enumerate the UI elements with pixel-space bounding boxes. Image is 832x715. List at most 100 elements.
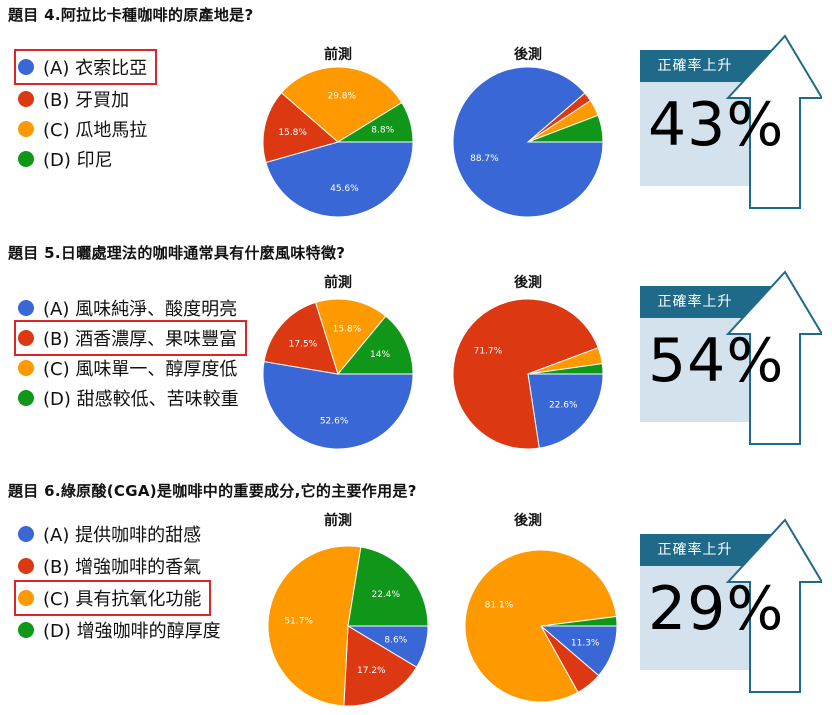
option-a: (A) 風味純淨、酸度明亮 [18,294,237,322]
slice-label: 51.7% [284,617,313,627]
increase-card: 正確率上升 43% [640,28,822,209]
blue-dot-icon [18,59,34,75]
slice-b [262,92,340,164]
slice-b [343,625,418,707]
increase-card: 正確率上升 54% [640,264,822,445]
slice-a [262,360,414,450]
pretest-label: 前測 [324,47,352,63]
pretest-label: 前測 [324,275,352,291]
question-block-6: 題目 6.綠原酸(CGA)是咖啡中的重要成分,它的主要作用是? (A) 提供咖啡… [0,476,832,712]
orange-dot-icon [18,590,34,606]
green-dot-icon [18,151,34,167]
pretest-label: 前測 [324,513,352,529]
slice-c [267,545,362,707]
option-label: (B) 酒香濃厚、果味豐富 [43,329,238,350]
question-title: 題目 5.日曬處理法的咖啡通常具有什麼風味特徵? [8,244,346,262]
increase-card: 正確率上升 29% [640,512,822,693]
option-d: (D) 印尼 [18,145,113,173]
orange-dot-icon [18,121,34,137]
option-label: (C) 具有抗氧化功能 [43,589,202,610]
option-b: (B) 酒香濃厚、果味豐富 [13,320,248,356]
up-arrow-icon [725,270,822,445]
option-d: (D) 增強咖啡的醇厚度 [18,616,221,644]
green-dot-icon [18,390,34,406]
card-band-label: 正確率上升 [657,58,733,74]
red-dot-icon [18,558,34,574]
slice-label: 22.6% [549,400,578,410]
option-label: (B) 增強咖啡的香氣 [43,557,202,578]
slice-b [263,301,339,375]
option-label: (C) 風味單一、醇厚度低 [43,359,238,380]
option-label: (D) 印尼 [43,150,113,171]
slice-label: 15.8% [278,128,307,138]
up-arrow-icon [725,518,822,693]
option-a: (A) 衣索比亞 [13,49,158,85]
slice-c [464,549,617,703]
option-label: (A) 風味純淨、酸度明亮 [43,299,238,320]
question-title: 題目 4.阿拉比卡種咖啡的原產地是? [8,6,254,24]
slice-label: 29.8% [327,92,356,102]
option-d: (D) 甜感較低、苦味較重 [18,384,239,412]
slice-label: 15.8% [333,324,362,334]
posttest-label: 後測 [514,275,542,291]
slice-label: 11.3% [571,638,600,648]
card-band-label: 正確率上升 [657,542,733,558]
slice-d [527,363,604,375]
slice-label: 17.2% [357,666,386,676]
slice-label: 8.6% [384,635,407,645]
slice-d [347,546,429,627]
posttest-label: 後測 [514,47,542,63]
slice-label: 88.7% [470,154,499,164]
slice-d [336,101,414,143]
slice-label: 14% [370,350,390,360]
option-label: (D) 甜感較低、苦味較重 [43,389,239,410]
increase-percentage: 54% [648,326,785,396]
slice-label: 22.4% [371,590,400,600]
up-arrow-icon [725,34,822,209]
pretest-pie-chart: 8.6% 17.2% 51.7% 22.4% [267,545,429,707]
red-dot-icon [18,330,34,346]
question-title: 題目 6.綠原酸(CGA)是咖啡中的重要成分,它的主要作用是? [8,482,417,500]
orange-dot-icon [18,360,34,376]
slice-label: 71.7% [474,346,503,356]
option-b: (B) 增強咖啡的香氣 [18,552,201,580]
option-c: (C) 風味單一、醇厚度低 [18,354,237,382]
increase-percentage: 43% [648,90,785,160]
slice-label: 8.8% [371,125,394,135]
posttest-pie-chart: 22.6% 71.7% [452,298,604,450]
slice-c [314,298,387,376]
slice-c [280,66,403,143]
slice-d [540,615,618,627]
option-b: (B) 牙買加 [18,85,129,113]
option-c: (C) 瓜地馬拉 [18,115,147,143]
question-block-5: 題目 5.日曬處理法的咖啡通常具有什麼風味特徵? (A) 風味純淨、酸度明亮 (… [0,238,832,474]
slice-label: 45.6% [330,184,359,194]
slice-a [265,141,414,218]
posttest-pie-chart: 88.7% [452,66,604,218]
option-c: (C) 具有抗氧化功能 [13,580,212,616]
slice-a [527,373,604,449]
pretest-pie-chart: 45.6% 15.8% 29.8% 8.8% [262,66,414,218]
option-a: (A) 提供咖啡的甜感 [18,520,201,548]
slice-b [452,298,599,450]
question-block-4: 題目 4.阿拉比卡種咖啡的原產地是? (A) 衣索比亞 (B) 牙買加 (C) … [0,0,832,236]
slice-label: 81.1% [485,601,514,611]
green-dot-icon [18,622,34,638]
blue-dot-icon [18,526,34,542]
option-label: (A) 提供咖啡的甜感 [43,525,202,546]
option-label: (A) 衣索比亞 [43,58,148,79]
slice-label: 17.5% [289,339,318,349]
red-dot-icon [18,91,34,107]
option-label: (D) 增強咖啡的醇厚度 [43,621,221,642]
card-band-label: 正確率上升 [657,294,733,310]
posttest-label: 後測 [514,513,542,529]
pretest-pie-chart: 52.6% 17.5% 15.8% 14% [262,298,414,450]
option-label: (C) 瓜地馬拉 [43,120,148,141]
option-label: (B) 牙買加 [43,90,130,111]
slice-d [336,315,414,375]
slice-d [527,114,604,143]
posttest-pie-chart: 11.3% 81.1% [464,549,618,703]
increase-percentage: 29% [648,574,785,644]
blue-dot-icon [18,300,34,316]
slice-label: 52.6% [320,416,349,426]
